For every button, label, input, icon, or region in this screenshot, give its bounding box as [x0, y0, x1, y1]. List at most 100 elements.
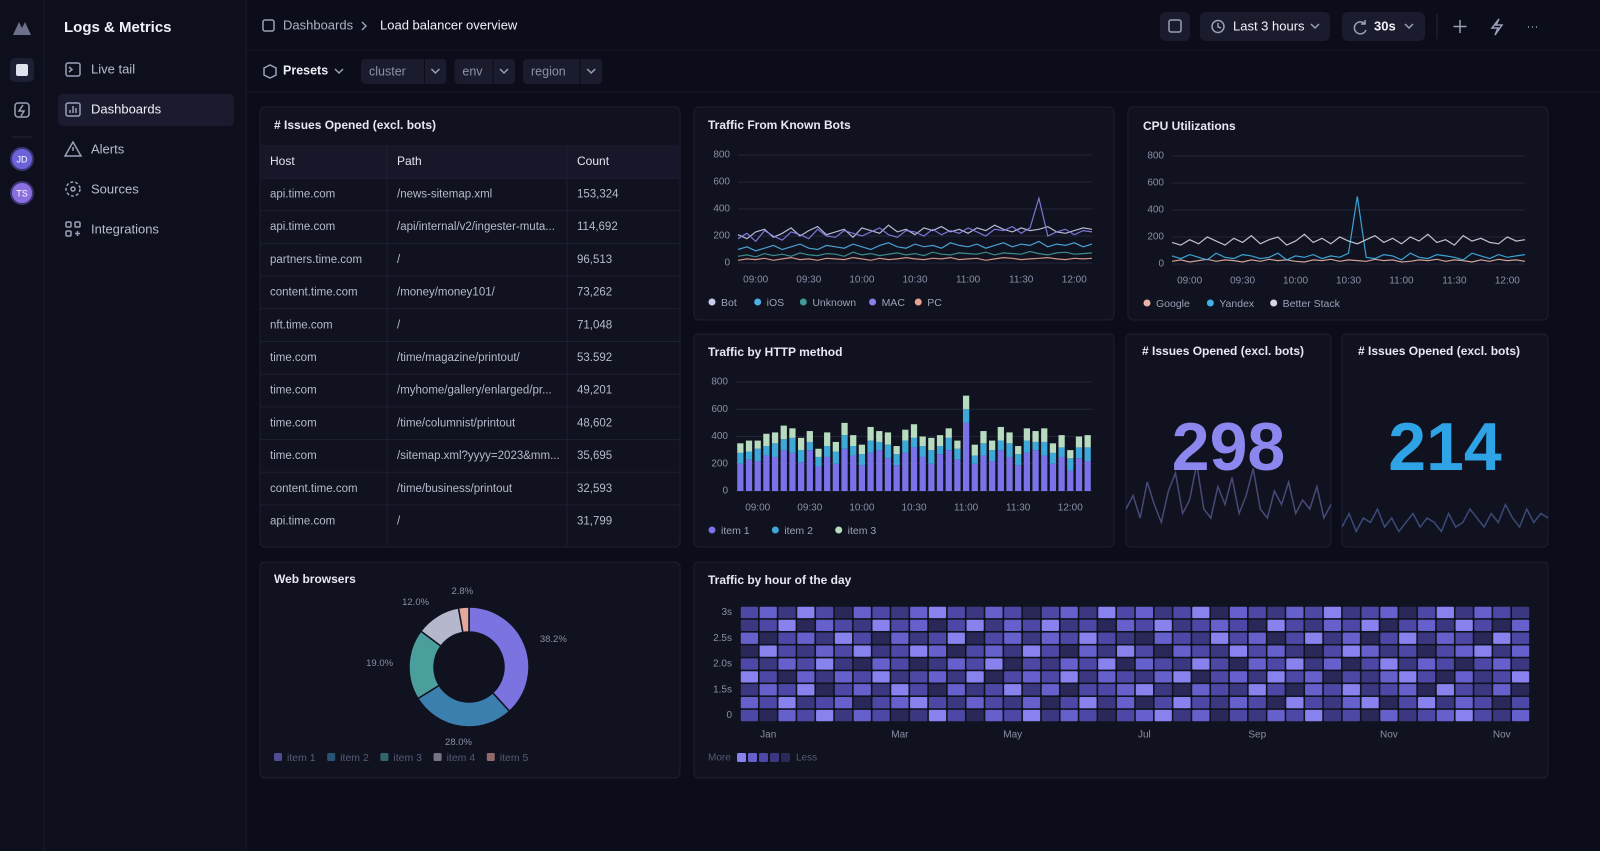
heatmap-cell: [1380, 619, 1398, 631]
nav-item[interactable]: Integrations: [91, 221, 159, 236]
heatmap-cell: [1079, 697, 1097, 709]
heatmap-cell: [872, 619, 890, 631]
legend-swatch: [869, 298, 877, 306]
table-cell: /money/money101/: [397, 287, 496, 299]
heatmap-cell: [1511, 645, 1530, 657]
add-button[interactable]: [1453, 20, 1467, 33]
heatmap-cell: [759, 645, 777, 657]
heatmap-cell: [816, 658, 834, 670]
x-tick-label: 09:30: [1230, 276, 1255, 287]
y-tick-label: 800: [1147, 151, 1164, 162]
heatmap-cell: [1455, 606, 1473, 619]
line-series: [737, 195, 1093, 243]
heatmap-cell: [1022, 606, 1041, 619]
bar-segment: [954, 459, 961, 491]
heatmap-cell: [797, 632, 815, 644]
heatmap-cell: [1173, 658, 1191, 670]
bolt-button[interactable]: [1490, 18, 1504, 36]
table-cell: 49,201: [577, 385, 612, 397]
heatmap-cell: [891, 671, 909, 683]
uptime-app-icon[interactable]: [14, 102, 30, 118]
nav-item[interactable]: Dashboards: [91, 101, 162, 116]
filter-variable[interactable]: [361, 59, 447, 84]
table-cell: 153,324: [577, 189, 619, 201]
legend-swatch: [799, 298, 807, 306]
nav-sidebar: [45, 0, 245, 851]
heatmap-cell: [1474, 671, 1492, 683]
heatmap-cell: [1361, 619, 1379, 631]
heatmap-cell: [1229, 671, 1248, 683]
nav-icon: [68, 66, 74, 73]
presets-button[interactable]: Presets: [283, 63, 328, 77]
heatmap-cell: [834, 606, 853, 619]
heatmap-cell: [778, 684, 796, 696]
heatmap-cell: [1511, 658, 1530, 670]
bar-segment: [997, 426, 1004, 441]
heatmap-cell: [1474, 658, 1492, 670]
heatmap-cell: [1380, 645, 1398, 657]
heatmap-cell: [985, 619, 1003, 631]
x-tick-label: 10:30: [1336, 276, 1361, 287]
chart-panel: [259, 561, 681, 779]
slice-label: 19.0%: [366, 658, 393, 669]
time-range-label: Last 3 hours: [1233, 18, 1305, 33]
heatmap-cell: [1079, 619, 1097, 631]
heatmap-cell: [1305, 671, 1323, 683]
panel-toggle-button[interactable]: [1160, 12, 1190, 41]
time-range-button[interactable]: [1200, 12, 1330, 41]
table-cell: /sitemap.xml?yyyy=2023&mm...: [397, 450, 560, 462]
bar-segment: [902, 452, 909, 491]
heatmap-cell: [1173, 619, 1191, 631]
bar-segment: [902, 440, 909, 453]
heatmap-cell: [1436, 619, 1454, 631]
filter-label: cluster: [369, 64, 406, 78]
stat-value: 214: [1388, 409, 1502, 485]
heatmap-cell: [1022, 684, 1041, 696]
heatmap-cell: [1342, 632, 1360, 644]
heatmap-cell: [834, 671, 853, 683]
heatmap-cell: [1286, 619, 1304, 631]
bar-segment: [962, 395, 970, 410]
bar-segment: [910, 424, 918, 438]
heatmap-cell: [1286, 658, 1304, 670]
bar-segment: [928, 450, 935, 464]
heatmap-cell: [1380, 709, 1398, 722]
legend-label: item 2: [784, 525, 813, 537]
x-tick-label: 09:00: [743, 275, 768, 286]
table-cell: content.time.com: [270, 483, 358, 495]
heatmap-cell: [1286, 684, 1304, 696]
column-header: Path: [397, 154, 422, 168]
heatmap-cell: [1098, 619, 1116, 631]
heatmap-cell: [740, 684, 759, 696]
heatmap-cell: [816, 606, 834, 619]
heatmap-cell: [1211, 632, 1229, 644]
heatmap-cell: [778, 671, 796, 683]
avatar-ts[interactable]: [10, 181, 34, 205]
logo[interactable]: [13, 22, 31, 35]
heatmap-cell: [797, 606, 815, 619]
filter-variable[interactable]: [454, 59, 515, 84]
heatmap-cell: [1060, 606, 1078, 619]
heatmap-cell: [947, 619, 965, 631]
line-series: [737, 240, 1093, 252]
heatmap-cell: [1286, 632, 1304, 644]
heatmap-cell: [1211, 709, 1229, 722]
heatmap-cell: [1022, 709, 1041, 722]
heatmap-cell: [1267, 606, 1285, 619]
avatar-jd[interactable]: [10, 147, 34, 171]
bar-segment: [997, 450, 1004, 491]
bar-segment: [910, 437, 918, 448]
heatmap-cell: [1041, 697, 1059, 709]
heatmap-cell: [1511, 684, 1530, 696]
breadcrumb-link[interactable]: Dashboards: [283, 17, 354, 32]
bar-segment: [928, 437, 935, 451]
nav-item[interactable]: Sources: [91, 181, 139, 196]
nav-item[interactable]: Alerts: [91, 141, 125, 156]
chart-panel: [693, 561, 1549, 779]
heatmap-cell: [985, 632, 1003, 644]
heatmap-cell: [1022, 632, 1041, 644]
legend-label: item 1: [721, 525, 750, 537]
nav-item[interactable]: Live tail: [91, 61, 135, 76]
filter-variable[interactable]: [523, 59, 603, 84]
slice-label: 12.0%: [402, 597, 429, 608]
